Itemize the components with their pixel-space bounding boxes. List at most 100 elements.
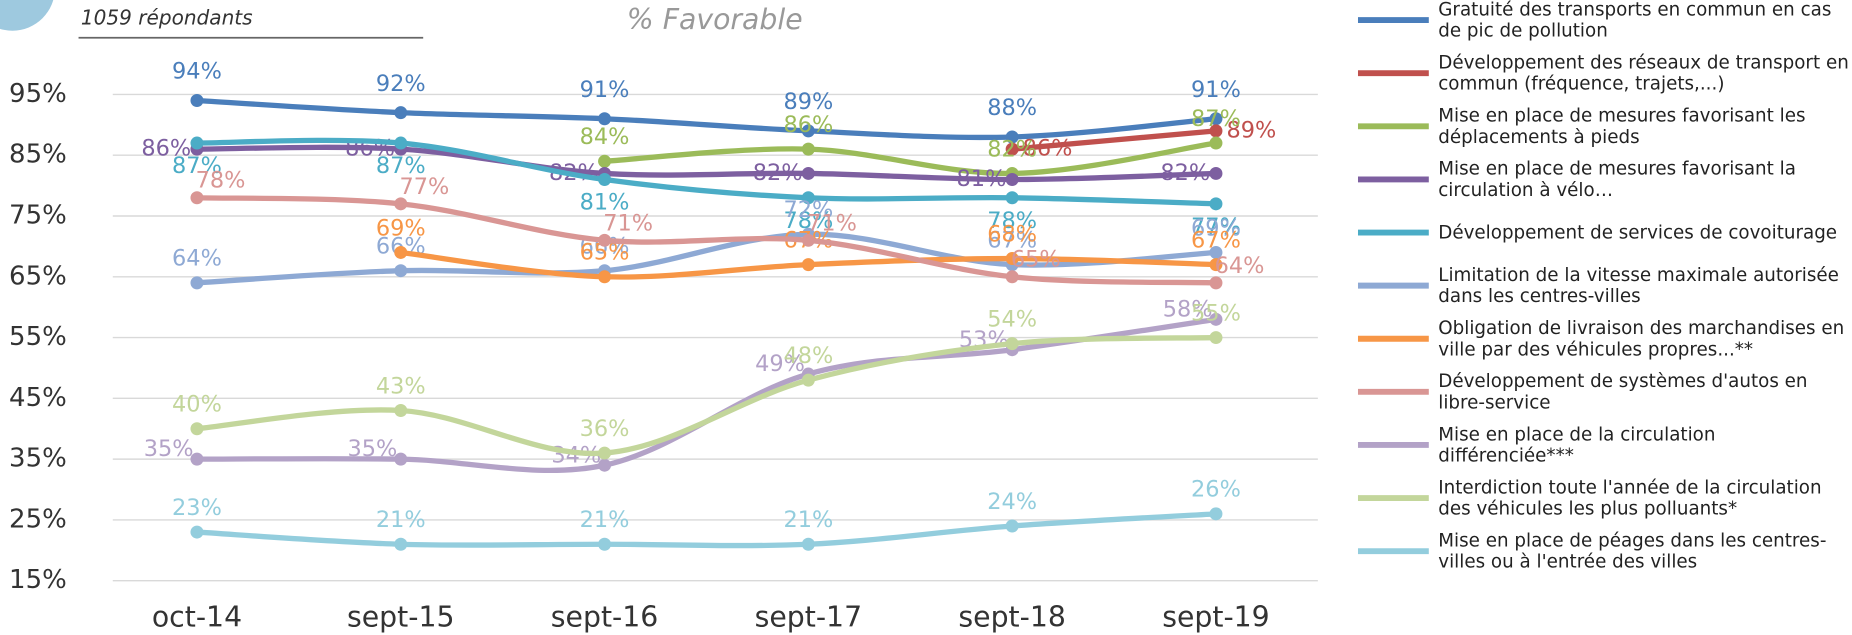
data-label: 21%	[580, 507, 630, 533]
data-point	[598, 537, 612, 551]
data-label: 40%	[172, 392, 222, 418]
y-tick-label: 75%	[9, 200, 67, 230]
data-label: 87%	[172, 153, 222, 179]
y-tick-label: 55%	[9, 322, 67, 352]
y-tick-label: 85%	[9, 140, 67, 170]
data-point	[1005, 337, 1019, 351]
data-point	[190, 452, 204, 466]
series-line	[194, 137, 1219, 207]
subtitle: 1059 répondants	[81, 5, 253, 29]
data-label: 84%	[580, 124, 630, 150]
y-tick-label: 95%	[9, 79, 67, 109]
data-point	[394, 264, 408, 278]
data-label: 77%	[399, 174, 449, 200]
data-point	[190, 422, 204, 436]
data-point	[1209, 258, 1223, 272]
series-line	[194, 511, 1219, 549]
legend-entry: Mise en place de mesures favorisant les …	[1438, 105, 1806, 148]
data-point	[1209, 124, 1223, 138]
legend-entry: Mise en place de la circulation différen…	[1438, 424, 1715, 466]
data-label: 67%	[1191, 228, 1241, 254]
data-point	[394, 197, 408, 211]
data-label: 64%	[1215, 253, 1265, 279]
data-label: 86%	[141, 136, 191, 162]
data-label: 69%	[376, 215, 426, 241]
legend-label: Limitation de la vitesse maximale autori…	[1438, 264, 1839, 307]
data-label: 78%	[987, 208, 1037, 234]
data-label: 91%	[580, 77, 630, 103]
legend-entry: Développement des réseaux de transport e…	[1438, 51, 1849, 95]
x-tick-label: sept-16	[551, 600, 659, 633]
data-label: 82%	[753, 160, 803, 186]
data-point	[1209, 245, 1223, 259]
data-point	[1209, 331, 1223, 345]
data-point	[801, 191, 815, 205]
data-point	[1209, 136, 1223, 150]
series-line	[194, 231, 1219, 286]
data-label: 89%	[1226, 117, 1276, 143]
x-tick-label: sept-18	[958, 600, 1066, 633]
legend-label: Obligation de livraison des marchandises…	[1438, 317, 1845, 360]
data-point	[801, 166, 815, 180]
y-tick-label: 15%	[9, 565, 67, 595]
data-point	[598, 270, 612, 284]
legend-label: Mise en place de péages dans les centres…	[1438, 529, 1827, 573]
y-tick-label: 35%	[9, 444, 67, 474]
series-line	[1009, 128, 1219, 152]
data-point	[1005, 142, 1019, 156]
x-tick-label: oct-14	[152, 600, 242, 633]
data-label: 48%	[783, 343, 833, 369]
data-point	[1209, 197, 1223, 211]
data-label: 82%	[987, 136, 1037, 162]
data-label: 64%	[172, 246, 222, 272]
legend-entry: Mise en place de mesures favorisant la c…	[1438, 158, 1796, 201]
data-label: 86%	[783, 112, 833, 138]
y-tick-label: 25%	[9, 504, 67, 534]
data-point	[190, 94, 204, 107]
data-label: 49%	[755, 351, 805, 377]
data-point	[1209, 166, 1223, 180]
data-label: 24%	[987, 489, 1037, 515]
data-point	[1209, 507, 1223, 521]
series-line	[194, 334, 1219, 457]
data-point	[598, 112, 612, 126]
data-label: 23%	[172, 495, 222, 521]
legend-entry: Obligation de livraison des marchandises…	[1438, 317, 1845, 360]
data-point	[1005, 252, 1019, 266]
legend-entry: Mise en place de péages dans les centres…	[1438, 529, 1827, 573]
data-label: 69%	[1191, 215, 1241, 241]
data-label: 91%	[1191, 77, 1241, 103]
legend-label: Mise en place de mesures favorisant les …	[1438, 105, 1806, 148]
data-point	[190, 191, 204, 205]
data-label: 71%	[807, 210, 857, 236]
data-point	[394, 404, 408, 417]
chart-title: % Favorable	[627, 3, 803, 36]
data-point	[598, 458, 612, 472]
legend-label: Développement des réseaux de transport e…	[1438, 51, 1849, 95]
data-point	[394, 136, 408, 150]
data-label: 77%	[1191, 214, 1241, 240]
data-point	[190, 276, 204, 290]
data-label: 71%	[603, 210, 653, 236]
data-label: 87%	[376, 153, 426, 179]
data-point	[1209, 276, 1223, 290]
legend-entry: Développement de services de covoiturage	[1438, 222, 1837, 243]
data-label: 87%	[1191, 106, 1241, 132]
legend-label: Mise en place de mesures favorisant la c…	[1438, 158, 1796, 201]
data-label: 36%	[580, 416, 630, 442]
legend-entry: Interdiction toute l'année de la circula…	[1438, 476, 1822, 520]
data-point	[801, 373, 815, 387]
data-label: 81%	[957, 166, 1007, 192]
data-point	[1005, 519, 1019, 533]
x-tick-label: sept-19	[1162, 600, 1270, 633]
data-label: 86%	[1023, 136, 1073, 162]
legend-entry: Développement de systèmes d'autos en lib…	[1438, 371, 1807, 413]
legend-label: Interdiction toute l'année de la circula…	[1438, 476, 1822, 520]
data-label: 72%	[783, 197, 833, 223]
data-label: 78%	[196, 168, 246, 194]
data-point	[394, 452, 408, 466]
data-label: 68%	[987, 221, 1037, 247]
data-label: 21%	[376, 507, 426, 533]
data-label: 54%	[987, 307, 1037, 333]
